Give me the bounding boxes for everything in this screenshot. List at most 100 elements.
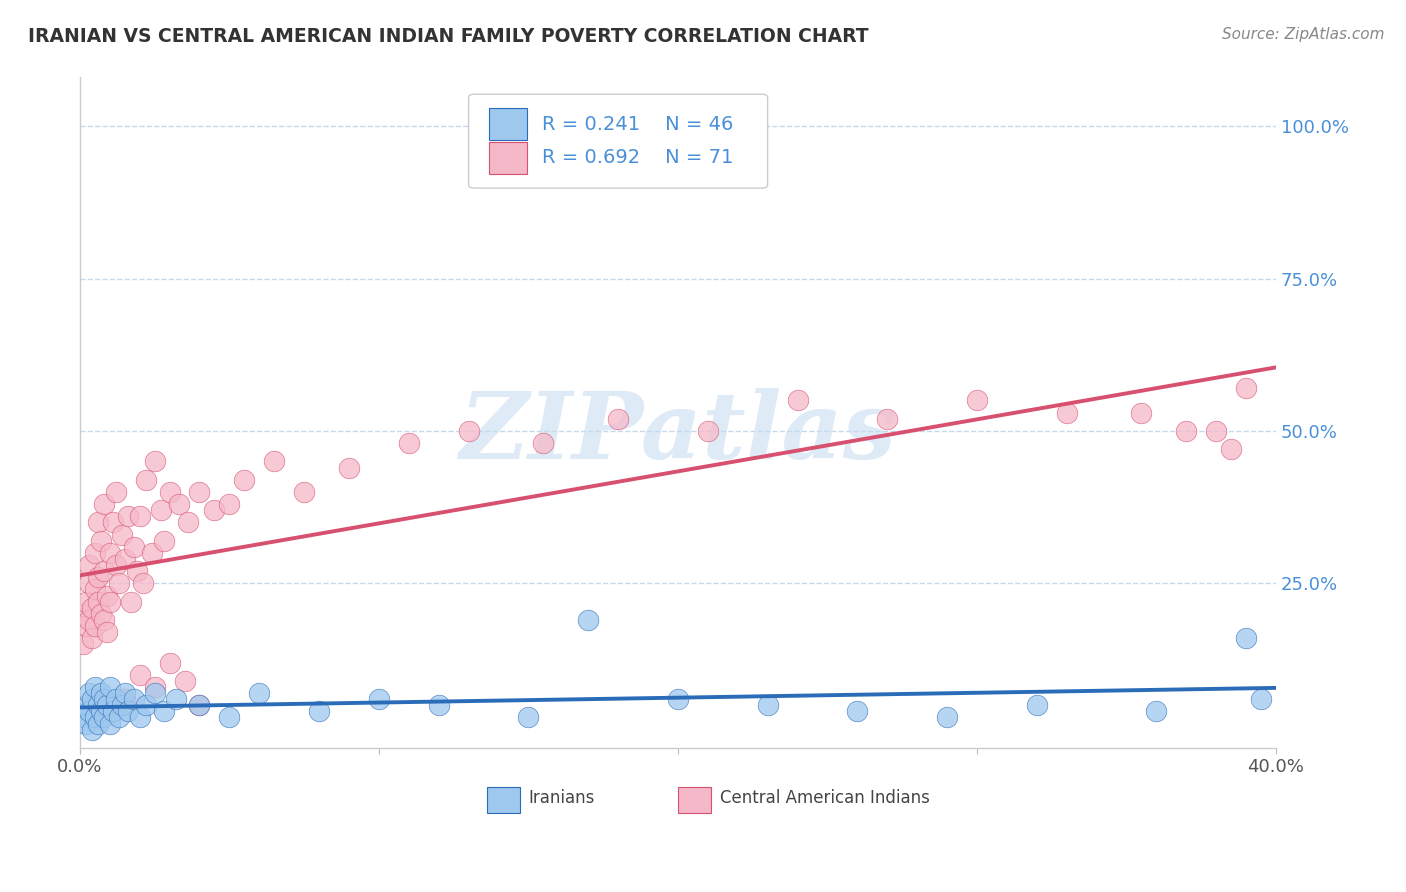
Point bbox=[80, 723, 103, 737]
Point bbox=[128, 710, 150, 724]
Point bbox=[96, 589, 118, 603]
Point bbox=[165, 692, 187, 706]
FancyBboxPatch shape bbox=[468, 95, 768, 188]
Point bbox=[98, 716, 121, 731]
Point bbox=[101, 516, 124, 530]
Text: R = 0.241    N = 46: R = 0.241 N = 46 bbox=[541, 115, 733, 134]
Point bbox=[120, 594, 142, 608]
Point bbox=[218, 497, 240, 511]
Point bbox=[72, 710, 94, 724]
Point bbox=[188, 698, 211, 713]
Point bbox=[87, 570, 110, 584]
Text: IRANIAN VS CENTRAL AMERICAN INDIAN FAMILY POVERTY CORRELATION CHART: IRANIAN VS CENTRAL AMERICAN INDIAN FAMIL… bbox=[28, 27, 869, 45]
Point bbox=[531, 436, 554, 450]
Point bbox=[83, 582, 105, 597]
Point bbox=[117, 704, 139, 718]
Point bbox=[517, 710, 540, 724]
Point bbox=[75, 716, 97, 731]
Point bbox=[72, 607, 94, 621]
Point bbox=[104, 692, 127, 706]
Point bbox=[93, 497, 115, 511]
Point bbox=[247, 686, 270, 700]
Point bbox=[80, 631, 103, 645]
Point bbox=[77, 613, 100, 627]
Point bbox=[337, 460, 360, 475]
FancyBboxPatch shape bbox=[486, 788, 520, 813]
Point bbox=[98, 546, 121, 560]
Point bbox=[90, 607, 112, 621]
Point bbox=[87, 698, 110, 713]
Point bbox=[1250, 692, 1272, 706]
Point bbox=[135, 698, 157, 713]
Point bbox=[80, 600, 103, 615]
Point bbox=[218, 710, 240, 724]
Point bbox=[128, 509, 150, 524]
Point bbox=[131, 576, 153, 591]
Point bbox=[159, 484, 181, 499]
Point bbox=[173, 673, 195, 688]
Point bbox=[96, 698, 118, 713]
Point bbox=[107, 710, 129, 724]
Point bbox=[122, 540, 145, 554]
Point bbox=[876, 411, 898, 425]
Point bbox=[117, 509, 139, 524]
Point bbox=[114, 692, 136, 706]
Point bbox=[83, 546, 105, 560]
Point bbox=[292, 484, 315, 499]
Point bbox=[308, 704, 330, 718]
Point bbox=[96, 625, 118, 640]
Point bbox=[77, 576, 100, 591]
Point bbox=[98, 680, 121, 694]
Point bbox=[87, 716, 110, 731]
Point bbox=[1025, 698, 1047, 713]
Point bbox=[135, 473, 157, 487]
Point bbox=[1175, 424, 1198, 438]
Point bbox=[696, 424, 718, 438]
Point bbox=[87, 594, 110, 608]
Point bbox=[83, 710, 105, 724]
Point bbox=[786, 393, 808, 408]
Point bbox=[457, 424, 479, 438]
FancyBboxPatch shape bbox=[489, 142, 527, 174]
Point bbox=[756, 698, 779, 713]
Point bbox=[111, 698, 134, 713]
Point bbox=[149, 503, 172, 517]
Point bbox=[90, 704, 112, 718]
Point bbox=[233, 473, 256, 487]
Point bbox=[152, 533, 174, 548]
FancyBboxPatch shape bbox=[489, 108, 527, 140]
Point bbox=[111, 527, 134, 541]
FancyBboxPatch shape bbox=[678, 788, 711, 813]
Point bbox=[75, 619, 97, 633]
Point bbox=[167, 497, 190, 511]
Point bbox=[90, 533, 112, 548]
Text: Source: ZipAtlas.com: Source: ZipAtlas.com bbox=[1222, 27, 1385, 42]
Point bbox=[101, 704, 124, 718]
Point bbox=[87, 516, 110, 530]
Point bbox=[75, 594, 97, 608]
Point bbox=[1130, 406, 1153, 420]
Point bbox=[83, 619, 105, 633]
Point bbox=[204, 503, 226, 517]
Point bbox=[367, 692, 389, 706]
Point bbox=[93, 564, 115, 578]
Point bbox=[93, 710, 115, 724]
Point bbox=[75, 698, 97, 713]
Point bbox=[188, 698, 211, 713]
Point bbox=[1144, 704, 1167, 718]
Point bbox=[128, 667, 150, 681]
Point bbox=[80, 692, 103, 706]
Point bbox=[93, 692, 115, 706]
Point bbox=[143, 454, 166, 468]
Point bbox=[263, 454, 285, 468]
Point bbox=[90, 686, 112, 700]
Point bbox=[104, 484, 127, 499]
Point bbox=[77, 704, 100, 718]
Point bbox=[966, 393, 988, 408]
Point bbox=[143, 686, 166, 700]
Point bbox=[152, 704, 174, 718]
Point bbox=[77, 558, 100, 572]
Text: Iranians: Iranians bbox=[529, 789, 595, 807]
Point bbox=[576, 613, 599, 627]
Point bbox=[1056, 406, 1078, 420]
